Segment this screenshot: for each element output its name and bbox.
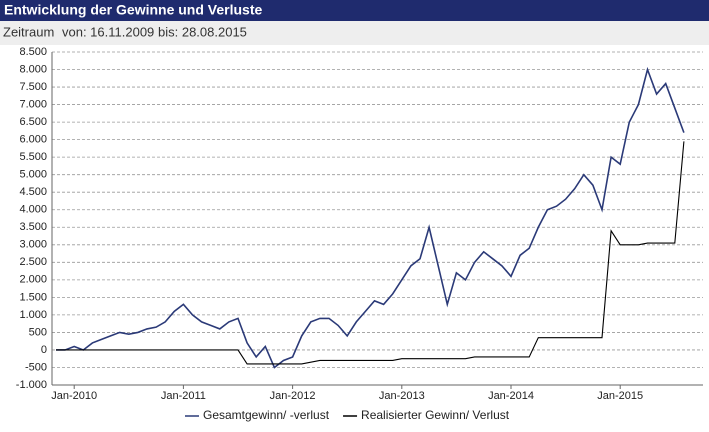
y-tick-label: 7.500	[19, 81, 47, 93]
y-tick-label: 5.000	[19, 169, 47, 181]
series-line	[56, 66, 685, 369]
period-label: Zeitraum	[3, 24, 54, 39]
y-tick-label: 8.000	[19, 63, 47, 75]
x-tick-label: Jan-2014	[488, 390, 534, 402]
y-tick-label: 5.500	[19, 151, 47, 163]
y-tick-label: 7.000	[19, 98, 47, 110]
period-from: von: 16.11.2009	[62, 24, 154, 39]
y-tick-label: 6.000	[19, 134, 47, 146]
series-line	[56, 141, 685, 365]
y-tick-label: 3.500	[19, 221, 47, 233]
x-tick-label: Jan-2010	[51, 390, 97, 402]
x-tick-label: Jan-2012	[270, 390, 316, 402]
period-bar	[0, 21, 709, 45]
y-tick-label: 4.500	[19, 186, 47, 198]
y-tick-label: 1.500	[19, 291, 47, 303]
y-tick-label: 4.000	[19, 204, 47, 216]
y-tick-label: 8.500	[19, 46, 47, 58]
y-tick-label: 500	[29, 326, 47, 338]
x-tick-label: Jan-2011	[161, 390, 206, 402]
y-tick-label: 1.000	[19, 309, 47, 321]
period-to: bis: 28.08.2015	[158, 24, 247, 39]
y-tick-label: 2.500	[19, 256, 47, 268]
y-tick-label: 3.000	[19, 239, 47, 251]
chart-title: Entwicklung der Gewinne und Verluste	[4, 2, 262, 18]
y-tick-label: 6.500	[19, 116, 47, 128]
legend-label: Realisierter Gewinn/ Verlust	[361, 408, 510, 422]
legend-label: Gesamtgewinn/ -verlust	[203, 408, 330, 422]
header-bar	[0, 0, 709, 21]
y-tick-label: 2.000	[19, 274, 47, 286]
x-tick-label: Jan-2013	[379, 390, 425, 402]
y-tick-label: -500	[25, 361, 47, 373]
y-tick-label: -1.000	[16, 379, 47, 391]
x-tick-label: Jan-2015	[597, 390, 643, 402]
y-tick-label: 0	[41, 344, 47, 356]
